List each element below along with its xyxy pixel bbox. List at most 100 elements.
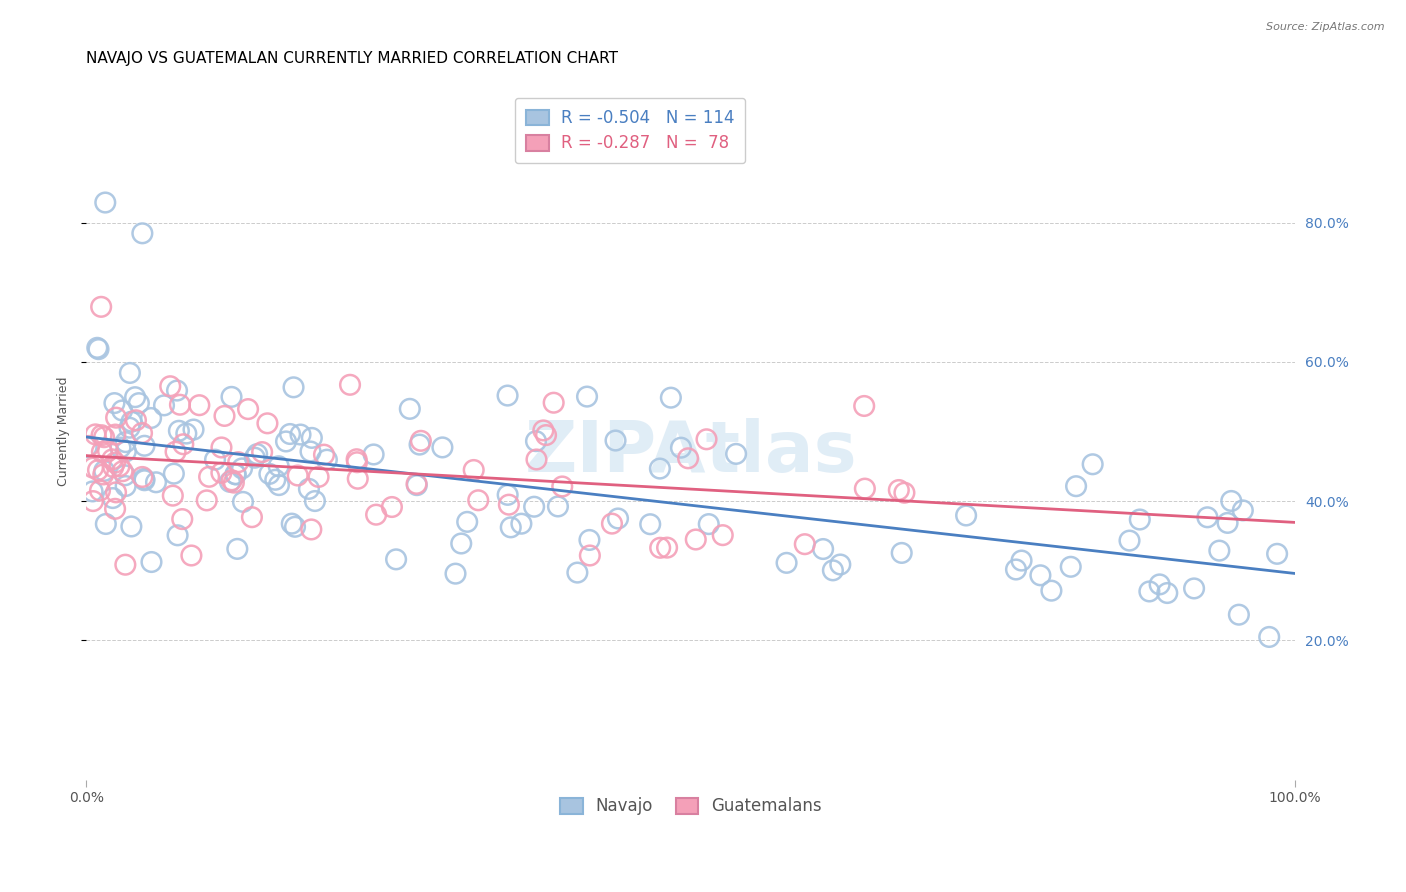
Point [114, 558, 136, 572]
Point [1118, 533, 1140, 548]
Point [366, 508, 388, 522]
Point [211, 441, 233, 455]
Point [231, 461, 253, 475]
Point [576, 390, 599, 404]
Point [1149, 577, 1171, 591]
Point [890, 546, 912, 560]
Point [114, 444, 136, 458]
Point [180, 549, 202, 563]
Point [166, 528, 188, 542]
Point [409, 434, 432, 448]
Point [444, 566, 467, 581]
Point [134, 473, 156, 487]
Point [467, 493, 489, 508]
Point [87, 342, 110, 356]
Point [278, 427, 301, 442]
Point [226, 455, 249, 469]
Point [165, 444, 187, 458]
Point [450, 536, 472, 550]
Point [1197, 510, 1219, 524]
Point [118, 420, 141, 434]
Point [128, 396, 150, 410]
Point [853, 482, 876, 496]
Point [221, 473, 243, 487]
Point [659, 391, 682, 405]
Point [339, 377, 361, 392]
Point [551, 479, 574, 493]
Point [114, 435, 136, 450]
Point [120, 415, 142, 429]
Point [650, 541, 672, 555]
Point [176, 426, 198, 441]
Point [432, 441, 454, 455]
Point [1029, 568, 1052, 582]
Y-axis label: Currently Married: Currently Married [58, 376, 70, 486]
Point [775, 556, 797, 570]
Point [94, 195, 117, 210]
Point [104, 501, 127, 516]
Point [141, 555, 163, 569]
Point [301, 431, 323, 445]
Point [246, 447, 269, 461]
Point [219, 475, 242, 489]
Point [259, 467, 281, 481]
Point [955, 508, 977, 523]
Point [567, 566, 589, 580]
Point [104, 456, 127, 470]
Point [105, 485, 128, 500]
Point [534, 428, 557, 442]
Point [90, 428, 112, 442]
Point [134, 439, 156, 453]
Point [363, 447, 385, 461]
Point [290, 427, 312, 442]
Point [267, 459, 290, 474]
Point [89, 483, 111, 498]
Point [145, 475, 167, 490]
Point [172, 512, 194, 526]
Point [299, 523, 322, 537]
Point [104, 427, 127, 442]
Point [1227, 607, 1250, 622]
Point [811, 542, 834, 557]
Point [405, 478, 427, 492]
Point [82, 494, 104, 508]
Point [526, 452, 548, 467]
Point [287, 468, 309, 483]
Point [830, 558, 852, 572]
Point [498, 498, 520, 512]
Point [209, 466, 232, 480]
Point [93, 464, 115, 478]
Point [76, 440, 98, 454]
Point [204, 452, 226, 467]
Point [243, 450, 266, 465]
Point [607, 511, 630, 525]
Point [214, 409, 236, 423]
Point [381, 500, 404, 514]
Point [108, 459, 131, 474]
Point [456, 515, 478, 529]
Point [1129, 512, 1152, 526]
Point [167, 424, 190, 438]
Point [793, 537, 815, 551]
Point [131, 426, 153, 441]
Point [1060, 559, 1083, 574]
Point [124, 390, 146, 404]
Point [131, 227, 153, 241]
Legend: Navajo, Guatemalans: Navajo, Guatemalans [551, 788, 831, 824]
Point [696, 432, 718, 446]
Point [346, 452, 368, 467]
Point [82, 460, 104, 475]
Point [188, 398, 211, 412]
Point [281, 516, 304, 531]
Point [1005, 562, 1028, 576]
Point [114, 479, 136, 493]
Point [496, 388, 519, 402]
Point [134, 472, 156, 486]
Point [579, 549, 602, 563]
Point [183, 423, 205, 437]
Point [499, 520, 522, 534]
Point [77, 439, 100, 453]
Point [1258, 630, 1281, 644]
Point [250, 445, 273, 459]
Point [1137, 584, 1160, 599]
